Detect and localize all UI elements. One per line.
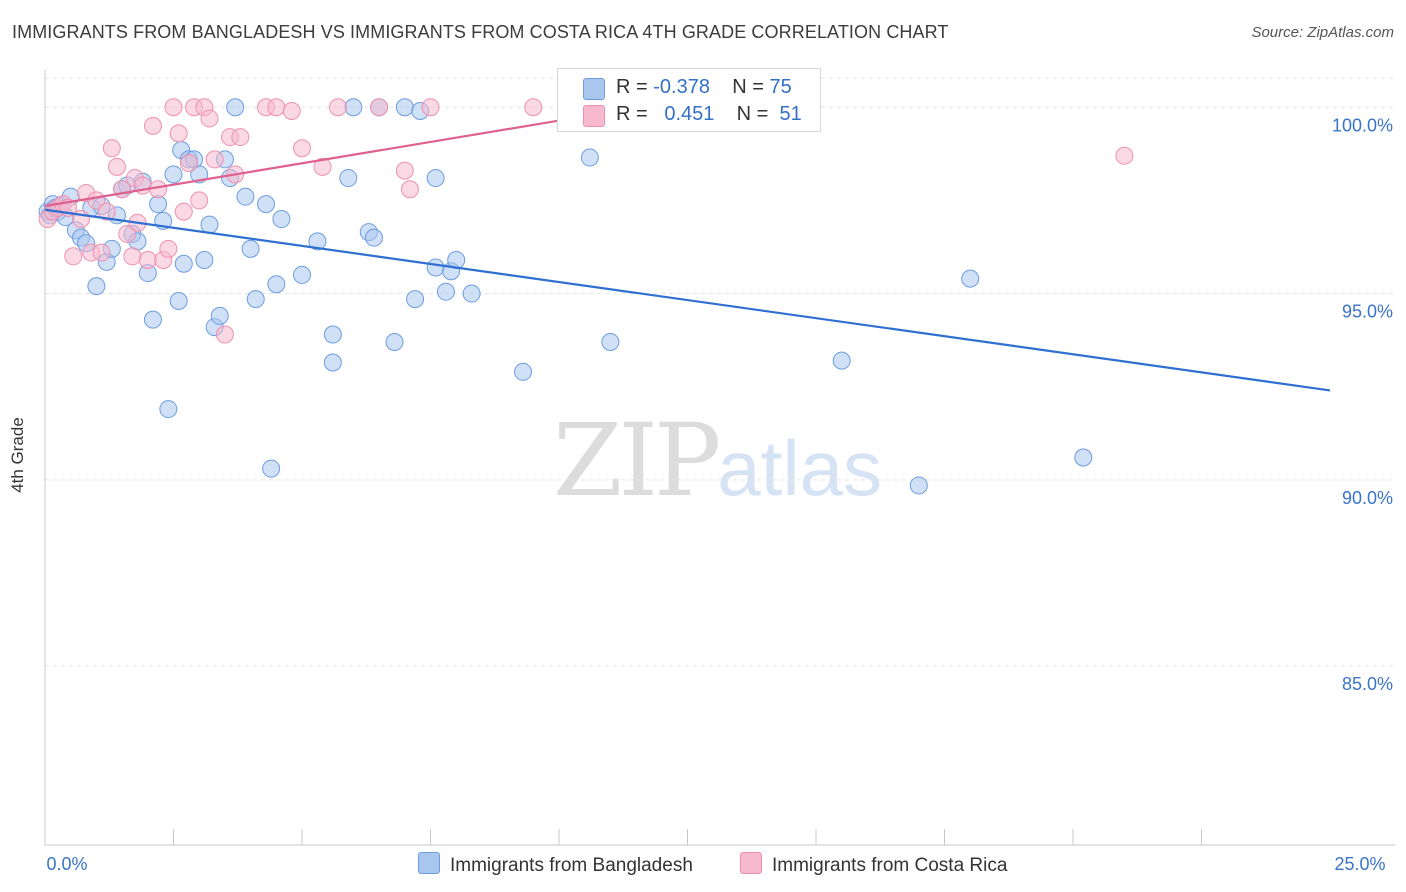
data-point-costa-rica bbox=[328, 98, 347, 117]
data-point-costa-rica bbox=[64, 247, 83, 266]
data-point-bangladesh bbox=[385, 332, 404, 351]
data-point-bangladesh bbox=[426, 258, 445, 277]
legend-swatch-bangladesh bbox=[418, 852, 440, 874]
data-point-bangladesh bbox=[462, 284, 481, 303]
legend-n-label: N = bbox=[732, 76, 764, 98]
y-tick-label: 90.0% bbox=[1342, 488, 1393, 508]
legend-n-label: N = bbox=[736, 103, 769, 125]
data-point-bangladesh bbox=[308, 232, 327, 251]
legend-n-value: 51 bbox=[779, 103, 802, 125]
data-point-costa-rica bbox=[421, 98, 440, 117]
data-point-bangladesh bbox=[832, 351, 851, 370]
data-point-costa-rica bbox=[190, 191, 209, 210]
legend-r-label: R = bbox=[616, 76, 648, 98]
x-tick-label: 25.0% bbox=[1334, 854, 1385, 874]
data-point-bangladesh bbox=[1074, 448, 1093, 467]
y-tick-label: 85.0% bbox=[1342, 674, 1393, 694]
data-point-bangladesh bbox=[262, 459, 281, 478]
data-point-costa-rica bbox=[370, 98, 389, 117]
data-point-costa-rica bbox=[1115, 146, 1134, 165]
legend-item-bangladesh[interactable]: Immigrants from Bangladesh bbox=[418, 852, 693, 877]
watermark: ZIPatlas bbox=[553, 402, 882, 519]
legend-n-value: 75 bbox=[769, 76, 792, 98]
data-point-bangladesh bbox=[159, 400, 178, 419]
data-point-costa-rica bbox=[524, 98, 543, 117]
data-point-bangladesh bbox=[364, 228, 383, 247]
data-point-bangladesh bbox=[961, 269, 980, 288]
data-point-bangladesh bbox=[339, 169, 358, 188]
legend-item-costa-rica[interactable]: Immigrants from Costa Rica bbox=[740, 852, 1007, 877]
watermark-zip: ZIP bbox=[553, 402, 721, 519]
data-point-costa-rica bbox=[164, 98, 183, 117]
data-point-costa-rica bbox=[92, 243, 111, 262]
data-point-bangladesh bbox=[195, 251, 214, 270]
data-point-bangladesh bbox=[395, 98, 414, 117]
data-point-bangladesh bbox=[344, 98, 363, 117]
y-tick-label: 100.0% bbox=[1332, 115, 1393, 135]
data-point-bangladesh bbox=[601, 332, 620, 351]
data-point-costa-rica bbox=[215, 325, 234, 344]
data-point-costa-rica bbox=[102, 139, 121, 158]
data-point-bangladesh bbox=[406, 290, 425, 309]
chart-title: IMMIGRANTS FROM BANGLADESH VS IMMIGRANTS… bbox=[12, 22, 949, 42]
trend-line-bangladesh bbox=[44, 208, 1331, 392]
data-point-costa-rica bbox=[293, 139, 311, 158]
data-point-bangladesh bbox=[426, 169, 445, 188]
y-tick-label: 95.0% bbox=[1342, 302, 1393, 322]
data-point-costa-rica bbox=[395, 161, 414, 180]
data-point-bangladesh bbox=[909, 476, 928, 495]
legend-r-value: -0.378 bbox=[653, 76, 710, 98]
data-point-bangladesh bbox=[257, 195, 276, 214]
data-point-bangladesh bbox=[210, 306, 229, 325]
data-point-bangladesh bbox=[246, 290, 265, 309]
data-point-costa-rica bbox=[400, 180, 419, 199]
legend-swatch-costa-rica bbox=[583, 105, 605, 127]
data-point-costa-rica bbox=[200, 109, 219, 128]
data-point-costa-rica bbox=[313, 157, 332, 176]
data-point-costa-rica bbox=[169, 124, 188, 143]
legend-swatch-bangladesh bbox=[583, 78, 605, 100]
data-point-costa-rica bbox=[118, 224, 137, 243]
data-point-bangladesh bbox=[87, 277, 106, 296]
legend-r-label: R = bbox=[616, 103, 648, 125]
data-point-bangladesh bbox=[169, 292, 188, 311]
data-point-bangladesh bbox=[580, 148, 599, 167]
data-point-costa-rica bbox=[282, 101, 301, 120]
legend-label-costa-rica: Immigrants from Costa Rica bbox=[772, 855, 1008, 876]
legend-swatch-costa-rica bbox=[740, 852, 762, 874]
data-point-costa-rica bbox=[97, 202, 116, 221]
data-point-costa-rica bbox=[231, 128, 250, 147]
data-point-costa-rica bbox=[143, 116, 162, 135]
data-point-bangladesh bbox=[200, 215, 219, 234]
data-point-bangladesh bbox=[164, 165, 183, 184]
stats-legend: R = -0.378 N = 75 R = 0.451 N = 51 bbox=[557, 68, 821, 132]
data-point-costa-rica bbox=[138, 251, 157, 270]
data-point-bangladesh bbox=[272, 210, 291, 229]
data-point-bangladesh bbox=[323, 325, 342, 344]
data-point-bangladesh bbox=[514, 362, 533, 381]
data-point-bangladesh bbox=[267, 275, 286, 294]
x-tick-label: 0.0% bbox=[46, 854, 87, 874]
legend-label-bangladesh: Immigrants from Bangladesh bbox=[450, 855, 693, 876]
data-point-costa-rica bbox=[179, 154, 198, 173]
data-point-costa-rica bbox=[123, 247, 142, 266]
data-point-bangladesh bbox=[323, 353, 342, 372]
data-point-bangladesh bbox=[226, 98, 245, 117]
data-point-bangladesh bbox=[174, 254, 193, 273]
data-point-costa-rica bbox=[107, 157, 126, 176]
data-point-bangladesh bbox=[293, 265, 311, 284]
data-point-costa-rica bbox=[159, 239, 178, 258]
data-point-bangladesh bbox=[143, 310, 162, 329]
legend-r-value: 0.451 bbox=[664, 103, 715, 125]
source-label: Source: ZipAtlas.com bbox=[1251, 24, 1394, 41]
data-point-bangladesh bbox=[236, 187, 255, 206]
y-axis-label: 4th Grade bbox=[8, 417, 27, 493]
data-point-bangladesh bbox=[436, 282, 455, 301]
data-point-costa-rica bbox=[205, 150, 224, 169]
data-point-bangladesh bbox=[241, 239, 260, 258]
watermark-atlas: atlas bbox=[717, 424, 883, 512]
data-point-costa-rica bbox=[267, 98, 286, 117]
data-point-costa-rica bbox=[174, 202, 193, 221]
